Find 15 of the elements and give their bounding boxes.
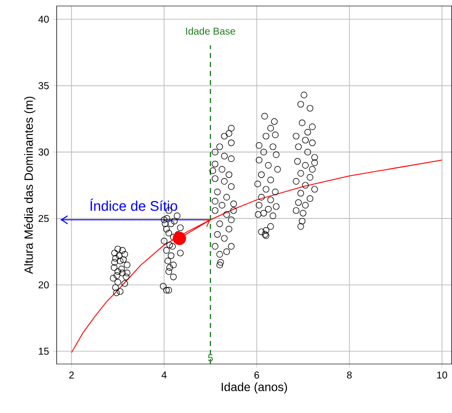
x-tick-label: 8 [347, 372, 352, 379]
ref-line-label: Idade Base [186, 27, 236, 35]
x-tick-label: 6 [254, 372, 260, 379]
y-tick-label: 25 [38, 214, 49, 222]
y-tick-label: 15 [38, 348, 49, 355]
y-tick-label: 20 [38, 281, 49, 288]
y-tick-label: 30 [38, 148, 49, 156]
ref-line-label: Índice de Sítio [90, 198, 178, 211]
x-axis-title: Idade (anos) [222, 382, 287, 394]
y-axis-title: Altura Média das Dominantes (m) [24, 96, 36, 274]
y-tick-label: 35 [38, 82, 49, 90]
x-tick-label: 10 [437, 372, 448, 379]
x-tick-label: 4 [162, 372, 167, 378]
y-tick-label: 40 [38, 16, 49, 23]
x-tick-label: 2 [69, 372, 74, 378]
